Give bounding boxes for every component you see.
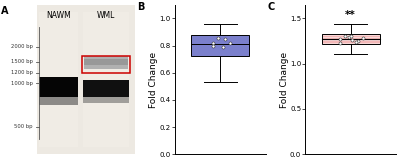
Text: 1000 bp: 1000 bp <box>11 81 33 86</box>
Text: WML: WML <box>97 11 115 20</box>
Y-axis label: Fold Change: Fold Change <box>280 52 288 107</box>
Bar <box>84 59 128 65</box>
Bar <box>37 5 136 154</box>
Bar <box>322 34 380 44</box>
Text: A: A <box>1 6 9 16</box>
Bar <box>82 56 130 73</box>
Bar <box>83 80 129 97</box>
Bar <box>83 12 129 147</box>
Text: C: C <box>267 2 274 12</box>
Text: B: B <box>137 2 144 12</box>
Bar <box>40 76 78 97</box>
Bar <box>83 97 129 103</box>
Text: 1200 bp: 1200 bp <box>11 70 33 75</box>
Bar <box>40 97 78 105</box>
Bar <box>84 56 128 69</box>
Y-axis label: Fold Change: Fold Change <box>149 52 158 107</box>
Text: **: ** <box>345 10 356 20</box>
Bar <box>40 12 78 147</box>
X-axis label: $\it{i2R}$: $\it{i2R}$ <box>343 157 358 159</box>
X-axis label: Total $\it{PSMB8}$: Total $\it{PSMB8}$ <box>192 157 249 159</box>
Text: 2000 bp: 2000 bp <box>11 44 33 49</box>
Bar <box>322 34 380 44</box>
Text: 1500 bp: 1500 bp <box>11 59 33 64</box>
Text: 500 bp: 500 bp <box>14 124 33 129</box>
Text: NAWM: NAWM <box>46 11 71 20</box>
Bar <box>191 35 250 56</box>
